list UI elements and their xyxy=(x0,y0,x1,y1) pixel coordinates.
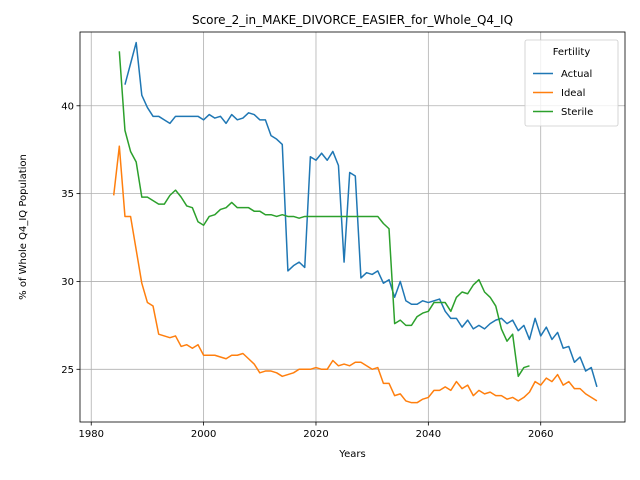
series-layer xyxy=(112,41,598,404)
y-tick-label: 40 xyxy=(61,101,74,112)
series-line-actual xyxy=(124,41,598,388)
legend: Fertility Actual Ideal Sterile xyxy=(524,39,619,127)
plot-frame xyxy=(79,31,626,423)
x-tick-label: 2060 xyxy=(528,429,553,440)
x-tick-label: 1980 xyxy=(79,429,104,440)
legend-label-actual: Actual xyxy=(561,69,592,80)
y-axis: 25 30 35 40 xyxy=(61,101,80,376)
y-axis-label: % of Whole Q4_IQ Population xyxy=(18,154,29,300)
series-line-sterile xyxy=(118,51,530,378)
legend-label-ideal: Ideal xyxy=(561,88,585,99)
x-tick-label: 2020 xyxy=(303,429,328,440)
x-axis: 1980 2000 2020 2040 2060 xyxy=(79,422,553,440)
x-tick-label: 2000 xyxy=(191,429,216,440)
legend-label-sterile: Sterile xyxy=(561,107,593,118)
y-tick-label: 25 xyxy=(61,365,74,376)
x-tick-label: 2040 xyxy=(416,429,441,440)
y-tick-label: 30 xyxy=(61,277,74,288)
x-axis-label: Years xyxy=(338,449,365,460)
legend-box xyxy=(524,39,619,127)
series-line-ideal xyxy=(112,145,598,404)
chart-title: Score_2_in_MAKE_DIVORCE_EASIER_for_Whole… xyxy=(192,13,513,27)
legend-title: Fertility xyxy=(553,47,591,58)
y-tick-label: 35 xyxy=(61,189,74,200)
